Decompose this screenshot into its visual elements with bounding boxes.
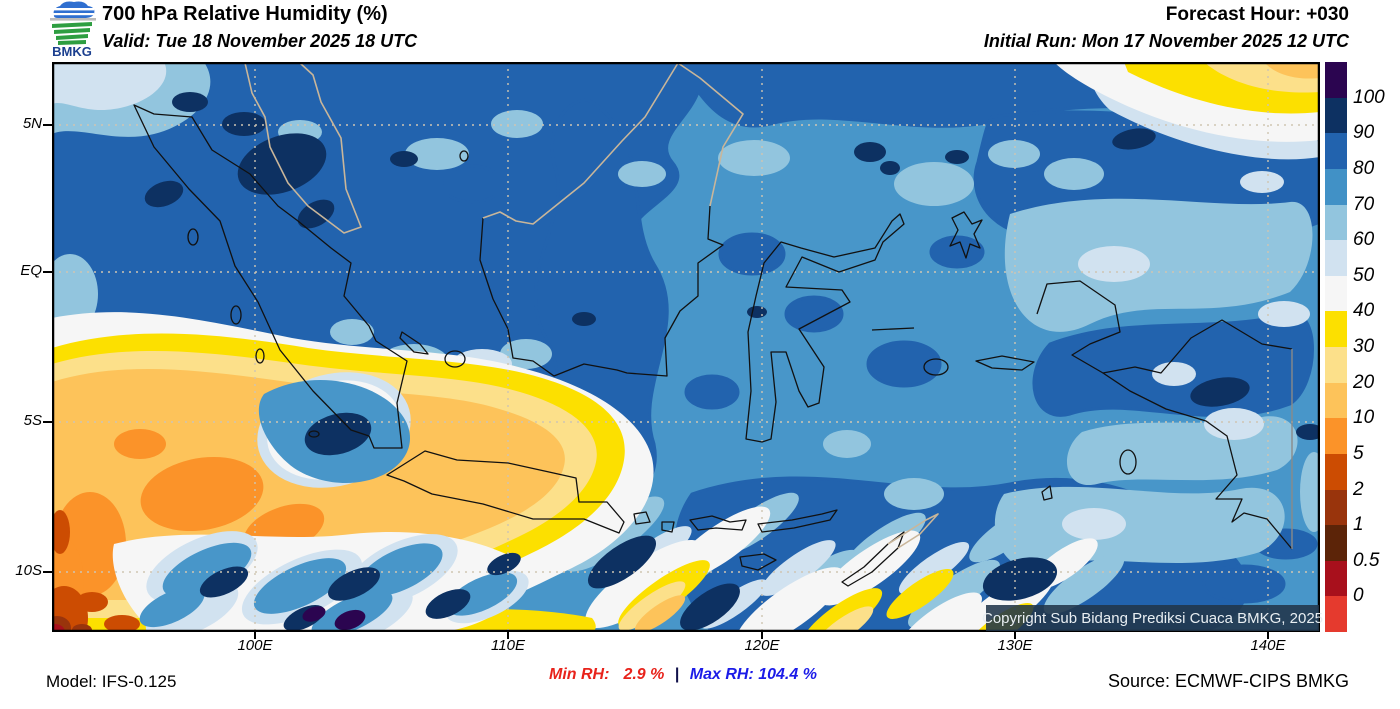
moist-intrusion (257, 372, 411, 488)
max-rh-value: 104.4 % (758, 666, 817, 683)
cloud-icon (50, 1, 96, 21)
min-max-separator: | (674, 666, 680, 683)
min-rh-value: 2.9 % (623, 666, 665, 683)
lon-tick-100e (254, 632, 256, 639)
min-max-rh: Min RH: 2.9 % | Max RH: 104.4 % (549, 666, 817, 684)
valid-time-label: Valid: Tue 18 November 2025 18 UTC (102, 31, 418, 51)
lat-label-eq: EQ (20, 262, 42, 279)
lat-tick-5n (43, 124, 52, 126)
model-label: Model: IFS-0.125 (46, 672, 177, 691)
map-area (52, 62, 1320, 632)
lat-label-5n: 5N (22, 115, 42, 132)
coastlines (133, 104, 1293, 587)
legend-colorbar (1325, 62, 1347, 632)
lon-label-100e: 100E (237, 637, 273, 654)
min-rh-label: Min RH: (549, 666, 610, 683)
foreign-borders (244, 62, 939, 549)
lat-tick-5s (43, 421, 52, 423)
initial-run-label: Initial Run: Mon 17 November 2025 12 UTC (983, 31, 1349, 51)
lon-tick-120e (761, 632, 763, 639)
lon-label-140e: 140E (1250, 637, 1286, 654)
legend-labels: 100 90 80 70 60 50 40 30 20 10 5 2 1 0.5 0 (1353, 86, 1385, 607)
copyright-notice: Copyright Sub Bidang Prediksi Cuaca BMKG… (982, 605, 1323, 631)
map-frame (52, 62, 1320, 632)
logo-label: BMKG (52, 44, 92, 58)
humidity-map (52, 62, 1320, 632)
lat-label-5s: 5S (23, 412, 42, 429)
bmkg-logo: BMKG (50, 1, 96, 58)
lat-label-10s: 10S (15, 562, 42, 579)
southwest-moist-field (112, 531, 529, 632)
forecast-hour-label: Forecast Hour: +030 (1165, 4, 1349, 25)
lon-tick-130e (1014, 632, 1016, 639)
lon-label-120e: 120E (744, 637, 780, 654)
rh-90-100-regions (144, 92, 1320, 631)
max-rh-label: Max RH: (689, 666, 754, 683)
lat-tick-eq (43, 271, 52, 273)
page-title: 700 hPa Relative Humidity (%) (102, 3, 388, 25)
lon-label-130e: 130E (997, 637, 1033, 654)
source-label: Source: ECMWF-CIPS BMKG (1107, 671, 1349, 691)
lat-tick-10s (43, 571, 52, 573)
waves-icon (52, 22, 92, 45)
lon-label-110e: 110E (491, 637, 525, 654)
graticule (52, 62, 1320, 632)
lon-tick-140e (1267, 632, 1269, 639)
lon-tick-110e (507, 632, 509, 639)
